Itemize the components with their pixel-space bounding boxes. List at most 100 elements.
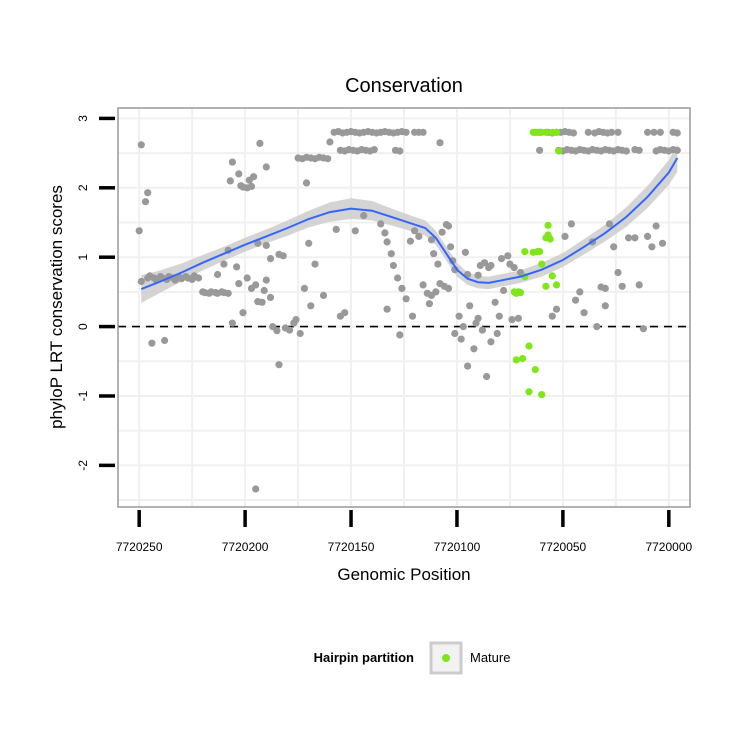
data-point — [396, 147, 404, 155]
y-tick-label: 0 — [76, 323, 90, 330]
data-point — [402, 128, 410, 136]
mature-point — [552, 281, 561, 289]
panel-border — [117, 107, 691, 508]
data-point — [419, 128, 427, 136]
data-point — [432, 288, 440, 296]
data-point — [493, 329, 501, 338]
data-point — [474, 314, 482, 322]
data-point — [552, 305, 561, 313]
x-tick-label: 7720250 — [116, 540, 163, 554]
mature-point — [546, 235, 554, 243]
mature-point — [512, 356, 520, 364]
data-point — [444, 222, 453, 230]
data-point — [576, 288, 584, 296]
data-point — [415, 232, 423, 240]
data-point — [262, 276, 270, 284]
data-point — [572, 296, 580, 304]
chart-title: Conservation — [345, 75, 463, 97]
data-point — [650, 128, 658, 136]
data-point — [491, 298, 499, 306]
data-point — [451, 329, 459, 338]
data-point — [141, 198, 150, 206]
data-point — [487, 261, 495, 270]
data-point — [648, 243, 656, 251]
data-point — [584, 128, 592, 136]
mature-point — [521, 248, 529, 256]
legend-key-mature-point — [442, 654, 450, 662]
data-point — [228, 158, 236, 166]
data-point — [430, 250, 438, 258]
data-point — [497, 255, 506, 263]
data-point — [610, 243, 618, 251]
data-point — [425, 300, 433, 308]
data-point — [341, 309, 349, 317]
data-point — [635, 281, 643, 289]
data-point — [224, 289, 232, 297]
mature-point — [525, 388, 533, 396]
data-point — [487, 338, 495, 346]
data-point — [220, 260, 228, 268]
data-point — [292, 316, 300, 324]
data-point — [457, 335, 465, 343]
data-point — [275, 361, 283, 369]
data-point — [311, 260, 319, 268]
mature-point — [525, 342, 533, 350]
x-axis-label: Genomic Position — [337, 565, 470, 584]
data-point — [483, 372, 491, 381]
data-point — [408, 312, 417, 320]
data-point — [262, 241, 270, 249]
data-point — [296, 329, 304, 338]
data-point — [444, 284, 453, 292]
data-point — [601, 284, 609, 292]
x-tick-label: 7720100 — [434, 540, 481, 554]
data-point — [161, 336, 169, 345]
data-point — [247, 182, 256, 190]
data-point — [601, 302, 609, 310]
mature-point — [555, 147, 563, 155]
data-point — [411, 227, 419, 235]
data-point — [614, 128, 622, 136]
data-point — [279, 252, 287, 260]
data-point — [260, 286, 268, 295]
data-point — [536, 146, 544, 154]
mature-point — [552, 128, 561, 136]
points-layer — [135, 128, 681, 493]
data-point — [567, 220, 576, 228]
data-point — [235, 170, 243, 178]
data-point — [370, 146, 378, 154]
data-point — [427, 236, 436, 244]
x-axis: 7720250 7720200 7720150 7720100 7720050 77200… — [116, 510, 692, 554]
data-point — [194, 274, 203, 282]
data-point — [673, 146, 681, 154]
data-point — [256, 139, 264, 147]
data-point — [466, 302, 474, 310]
data-point — [514, 314, 523, 322]
data-point — [262, 163, 270, 171]
data-point — [478, 326, 486, 334]
data-point — [389, 261, 397, 270]
data-point — [618, 282, 626, 290]
data-point — [135, 227, 143, 235]
legend: Hairpin partition Mature — [314, 641, 510, 675]
data-point — [250, 173, 258, 181]
mature-point — [516, 289, 525, 297]
data-point — [144, 189, 152, 197]
data-point — [402, 295, 410, 303]
data-point — [593, 323, 601, 331]
data-point — [434, 260, 442, 268]
data-point — [673, 129, 681, 137]
mature-point — [544, 221, 552, 229]
data-point — [233, 263, 241, 271]
y-tick-label: 3 — [76, 115, 90, 122]
data-point — [644, 128, 652, 136]
data-point — [438, 228, 446, 236]
data-point — [635, 146, 643, 154]
smooth-line-layer — [140, 157, 679, 291]
data-point — [495, 312, 503, 320]
mature-point — [538, 260, 546, 268]
mature-point — [542, 128, 550, 136]
data-point — [658, 239, 667, 247]
data-point — [622, 147, 631, 155]
data-point — [464, 362, 472, 370]
